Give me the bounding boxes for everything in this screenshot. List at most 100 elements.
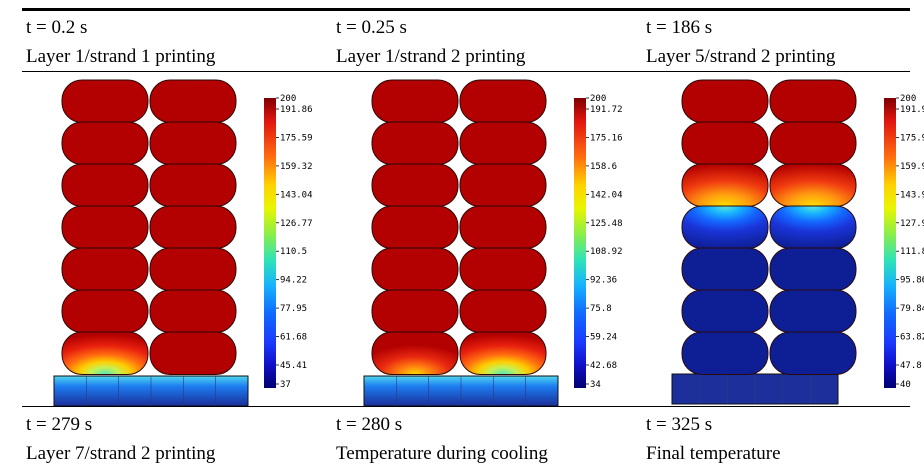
- header-rule: [22, 71, 910, 72]
- caption-top-label-2: Layer 1/strand 2 printing: [336, 46, 526, 67]
- deposited-strand-L2-S2: [149, 289, 237, 333]
- deposited-strand-L4-S1: [371, 205, 459, 249]
- caption-bottom-time-2: t = 280 s: [336, 414, 402, 435]
- colorbar: [574, 98, 586, 388]
- deposited-strand-L5-S2: [769, 163, 857, 207]
- deposited-strand-L7-S2: [769, 79, 857, 123]
- caption-top-time-3: t = 186 s: [646, 17, 712, 38]
- deposited-strand-L4-S2: [149, 205, 237, 249]
- deposited-strand-L4-S1: [681, 205, 769, 249]
- colorbar-label: 158.6: [590, 162, 617, 172]
- deposited-strand-L1-S2: [769, 331, 857, 375]
- deposited-strand-L5-S2: [149, 163, 237, 207]
- deposited-strand-L4-S1: [61, 205, 149, 249]
- colorbar: [264, 98, 276, 388]
- colorbar-label: 95.86: [900, 276, 924, 286]
- deposited-strand-L2-S1: [681, 289, 769, 333]
- deposited-strand-L2-S1: [61, 289, 149, 333]
- caption-bottom-time-1: t = 279 s: [26, 414, 92, 435]
- colorbar-label: 143.93: [900, 190, 924, 200]
- caption-top-time-2: t = 0.25 s: [336, 17, 407, 38]
- colorbar-label: 191.72: [590, 105, 623, 115]
- colorbar-label: 42.68: [590, 361, 617, 371]
- colorbar-label: 143.04: [280, 190, 313, 200]
- colorbar: [884, 98, 896, 388]
- deposited-strand-L3-S1: [371, 247, 459, 291]
- deposited-strand-L6-S1: [371, 121, 459, 165]
- colorbar-label: 45.41: [280, 361, 307, 371]
- colorbar-label: 79.84: [900, 304, 924, 314]
- deposited-strand-L7-S1: [681, 79, 769, 123]
- colorbar-label: 110.5: [280, 247, 307, 257]
- colorbar-label: 75.8: [590, 304, 612, 314]
- deposited-strand-L2-S2: [769, 289, 857, 333]
- deposited-strand-L2-S1: [371, 289, 459, 333]
- deposited-strand-L1-S2: [459, 331, 547, 375]
- deposited-strand-L1-S1: [61, 331, 149, 375]
- deposited-strand-L7-S2: [459, 79, 547, 123]
- colorbar-label: 47.8: [900, 361, 922, 371]
- deposited-strand-L3-S2: [149, 247, 237, 291]
- colorbar-label: 59.24: [590, 333, 617, 343]
- colorbar-label: 200: [590, 94, 606, 104]
- deposited-strand-L5-S2: [459, 163, 547, 207]
- colorbar-label: 40: [900, 380, 911, 390]
- deposited-strand-L6-S1: [681, 121, 769, 165]
- deposited-strand-L1-S2: [149, 331, 237, 375]
- caption-bottom-label-3: Final temperature: [646, 443, 781, 464]
- deposited-strand-L7-S1: [61, 79, 149, 123]
- deposited-strand-L2-S2: [459, 289, 547, 333]
- colorbar-label: 108.92: [590, 247, 623, 257]
- caption-top-label-1: Layer 1/strand 1 printing: [26, 46, 216, 67]
- colorbar-label: 127.9: [900, 219, 924, 229]
- deposited-strand-L5-S1: [61, 163, 149, 207]
- colorbar-label: 159.32: [280, 162, 313, 172]
- deposited-strand-L4-S2: [769, 205, 857, 249]
- deposited-strand-L7-S2: [149, 79, 237, 123]
- caption-bottom-label-1: Layer 7/strand 2 printing: [26, 443, 216, 464]
- colorbar-label: 200: [900, 94, 916, 104]
- colorbar-label: 142.04: [590, 190, 623, 200]
- colorbar-label: 34: [590, 380, 601, 390]
- deposited-strand-L1-S1: [681, 331, 769, 375]
- deposited-strand-L4-S2: [459, 205, 547, 249]
- deposited-strand-L5-S1: [681, 163, 769, 207]
- deposited-strand-L3-S1: [61, 247, 149, 291]
- colorbar-label: 37: [280, 380, 291, 390]
- colorbar-label: 175.59: [280, 133, 313, 143]
- deposited-strand-L3-S2: [459, 247, 547, 291]
- caption-bottom-label-2: Temperature during cooling: [336, 443, 548, 464]
- colorbar-label: 126.77: [280, 219, 313, 229]
- deposited-strand-L6-S1: [61, 121, 149, 165]
- colorbar-label: 77.95: [280, 304, 307, 314]
- colorbar-label: 125.48: [590, 219, 623, 229]
- caption-bottom-time-3: t = 325 s: [646, 414, 712, 435]
- deposited-strand-L7-S1: [371, 79, 459, 123]
- caption-top-time-1: t = 0.2 s: [26, 17, 87, 38]
- colorbar-label: 94.22: [280, 276, 307, 286]
- caption-top-label-3: Layer 5/strand 2 printing: [646, 46, 836, 67]
- deposited-strand-L6-S2: [459, 121, 547, 165]
- colorbar-label: 175.16: [590, 133, 623, 143]
- deposited-strand-L3-S2: [769, 247, 857, 291]
- deposited-strand-L1-S1: [371, 331, 459, 375]
- colorbar-label: 191.86: [280, 105, 313, 115]
- top-rule: [22, 8, 910, 11]
- colorbar-label: 191.99: [900, 105, 924, 115]
- colorbar-label: 175.97: [900, 133, 924, 143]
- deposited-strand-L6-S2: [149, 121, 237, 165]
- colorbar-label: 200: [280, 94, 296, 104]
- colorbar-label: 63.82: [900, 333, 924, 343]
- deposited-strand-L5-S1: [371, 163, 459, 207]
- deposited-strand-L6-S2: [769, 121, 857, 165]
- footer-rule: [22, 406, 910, 407]
- colorbar-label: 92.36: [590, 276, 617, 286]
- colorbar-label: 111.88: [900, 247, 924, 257]
- colorbar-label: 159.95: [900, 162, 924, 172]
- colorbar-label: 61.68: [280, 333, 307, 343]
- deposited-strand-L3-S1: [681, 247, 769, 291]
